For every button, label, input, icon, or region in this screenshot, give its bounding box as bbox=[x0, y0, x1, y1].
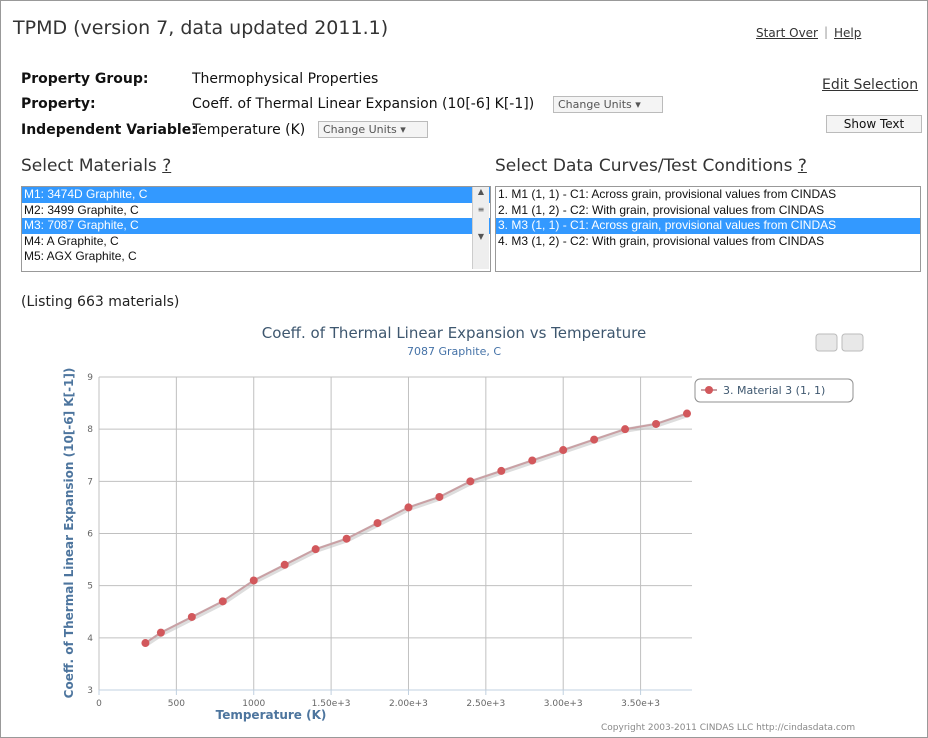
x-tick-label: 500 bbox=[168, 699, 185, 709]
list-option[interactable]: 1. M1 (1, 1) - C1: Across grain, provisi… bbox=[498, 187, 837, 201]
y-tick-label: 7 bbox=[87, 477, 93, 487]
data-point bbox=[404, 503, 413, 512]
x-tick-label: 2.50e+3 bbox=[466, 699, 505, 709]
data-point bbox=[621, 425, 630, 434]
data-point bbox=[280, 560, 289, 569]
data-point bbox=[311, 545, 320, 554]
scrollbar[interactable]: ▲ ≡ ▼ bbox=[472, 187, 489, 269]
help-link[interactable]: ? bbox=[162, 156, 172, 176]
list-option[interactable]: M5: AGX Graphite, C bbox=[24, 249, 137, 263]
list-option[interactable]: 2. M1 (1, 2) - C2: With grain, provision… bbox=[498, 202, 825, 217]
x-tick-label: 0 bbox=[96, 699, 102, 709]
property-label: Property: bbox=[21, 96, 96, 112]
list-option[interactable]: M2: 3499 Graphite, C bbox=[24, 202, 139, 217]
data-point bbox=[652, 419, 661, 428]
separator: | bbox=[824, 25, 829, 39]
data-point bbox=[435, 492, 444, 501]
data-point bbox=[249, 576, 258, 585]
change-units-dropdown[interactable]: Change Units ▾ bbox=[318, 121, 428, 138]
materials-list[interactable]: M1: 3474D Graphite, C M2: 3499 Graphite, … bbox=[21, 186, 491, 272]
y-tick-label: 5 bbox=[87, 582, 93, 592]
help-link[interactable]: ? bbox=[797, 156, 807, 176]
listing-count: (Listing 663 materials) bbox=[21, 294, 180, 310]
heading-text: Select Data Curves/Test Conditions bbox=[495, 156, 793, 176]
legend: 3. Material 3 (1, 1) bbox=[694, 378, 854, 403]
start-over-link[interactable]: Start Over bbox=[756, 26, 818, 40]
list-option[interactable]: 3. M3 (1, 1) - C1: Across grain, provisi… bbox=[496, 218, 920, 234]
materials-heading: Select Materials ? bbox=[21, 156, 171, 176]
list-option[interactable]: M3: 7087 Graphite, C bbox=[22, 218, 490, 234]
data-point bbox=[156, 628, 165, 637]
data-point bbox=[141, 639, 150, 648]
property-value: Temperature (K) bbox=[192, 122, 306, 138]
list-option[interactable]: 4. M3 (1, 2) - C2: With grain, provision… bbox=[498, 233, 825, 248]
chart: Coeff. of Thermal Linear Expansion vs Te… bbox=[62, 324, 864, 733]
export-button[interactable] bbox=[841, 333, 864, 352]
data-point bbox=[218, 597, 227, 606]
help-link[interactable]: Help bbox=[834, 26, 862, 40]
heading-text: Select Materials bbox=[21, 156, 157, 176]
y-tick-label: 6 bbox=[87, 530, 93, 540]
property-label: Independent Variable: bbox=[21, 122, 197, 138]
copyright: Copyright 2003-2011 CINDAS LLC http://ci… bbox=[601, 723, 855, 733]
y-tick-label: 8 bbox=[87, 425, 93, 435]
list-option[interactable]: M4: A Graphite, C bbox=[24, 233, 119, 248]
export-icons bbox=[815, 333, 864, 352]
series-line bbox=[144, 412, 688, 644]
curves-list[interactable]: 1. M1 (1, 1) - C1: Across grain, provisi… bbox=[495, 186, 921, 272]
change-units-dropdown[interactable]: Change Units ▾ bbox=[553, 96, 663, 113]
chart-subtitle: 7087 Graphite, C bbox=[407, 345, 501, 358]
y-tick-label: 3 bbox=[87, 686, 93, 696]
x-tick-label: 2.00e+3 bbox=[389, 699, 428, 709]
property-label: Property Group: bbox=[21, 71, 149, 87]
x-tick-label: 3.50e+3 bbox=[621, 699, 660, 709]
legend-label: 3. Material 3 (1, 1) bbox=[723, 384, 825, 397]
button-label: Change Units bbox=[323, 123, 397, 136]
x-tick-label: 1.50e+3 bbox=[312, 699, 351, 709]
list-option[interactable]: M1: 3474D Graphite, C bbox=[22, 187, 490, 203]
print-button[interactable] bbox=[815, 333, 838, 352]
y-axis-label: Coeff. of Thermal Linear Expansion (10[-… bbox=[62, 368, 76, 699]
y-tick-label: 4 bbox=[87, 634, 93, 644]
legend-box bbox=[694, 378, 854, 403]
data-point bbox=[342, 534, 351, 543]
edit-selection-link[interactable]: Edit Selection bbox=[822, 77, 919, 93]
data-point bbox=[590, 435, 599, 444]
data-point bbox=[466, 477, 475, 486]
page-title: TPMD (version 7, data updated 2011.1) bbox=[13, 17, 389, 39]
show-text-button[interactable]: Show Text bbox=[826, 115, 922, 133]
data-point bbox=[373, 519, 382, 528]
legend-symbol bbox=[705, 386, 713, 394]
button-label: Change Units bbox=[558, 98, 632, 111]
data-point bbox=[187, 612, 196, 621]
data-point bbox=[559, 446, 568, 455]
data-point bbox=[528, 456, 537, 465]
property-value: Coeff. of Thermal Linear Expansion (10[-… bbox=[192, 96, 535, 112]
x-axis-label: Temperature (K) bbox=[216, 708, 327, 722]
data-point bbox=[497, 466, 506, 475]
y-tick-label: 9 bbox=[87, 373, 93, 383]
curves-heading: Select Data Curves/Test Conditions ? bbox=[495, 156, 807, 176]
data-point bbox=[683, 409, 691, 418]
x-tick-label: 3.00e+3 bbox=[544, 699, 583, 709]
property-value: Thermophysical Properties bbox=[192, 71, 379, 87]
chart-title: Coeff. of Thermal Linear Expansion vs Te… bbox=[262, 324, 646, 342]
series-shadow bbox=[145, 412, 689, 647]
x-tick-label: 1000 bbox=[242, 699, 265, 709]
